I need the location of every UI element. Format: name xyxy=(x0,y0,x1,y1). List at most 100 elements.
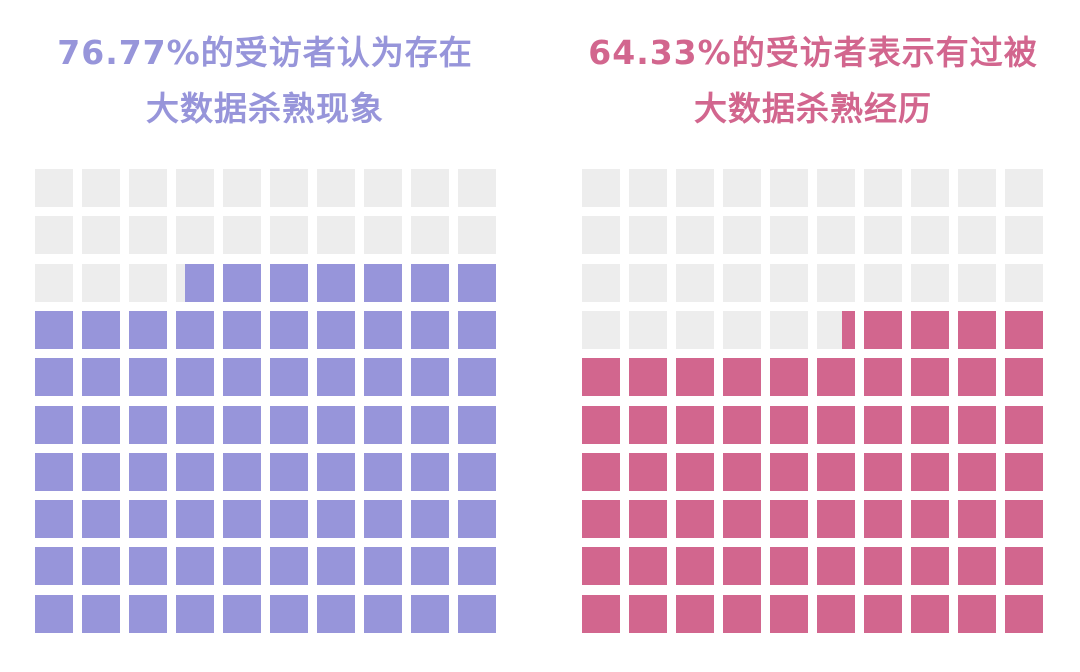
waffle-cell xyxy=(223,594,261,633)
waffle-cell-fill xyxy=(911,310,949,349)
waffle-cell xyxy=(317,358,355,397)
waffle-cell xyxy=(458,500,496,539)
waffle-cell xyxy=(864,594,902,633)
waffle-cell-fill xyxy=(817,358,855,397)
waffle-cell-fill xyxy=(129,452,167,491)
waffle-cell-fill xyxy=(458,358,496,397)
waffle-cell-fill xyxy=(864,358,902,397)
waffle-cell-fill xyxy=(129,594,167,633)
waffle-cell xyxy=(176,594,214,633)
waffle-cell xyxy=(1005,500,1043,539)
waffle-cell-fill xyxy=(676,452,714,491)
waffle-cell-fill xyxy=(629,452,667,491)
waffle-cell xyxy=(317,216,355,255)
waffle-cell xyxy=(82,405,120,444)
waffle-cell-fill xyxy=(958,358,996,397)
waffle-cell-fill xyxy=(176,358,214,397)
waffle-cell xyxy=(582,358,620,397)
waffle-cell-fill xyxy=(864,500,902,539)
waffle-cell-fill xyxy=(676,547,714,586)
waffle-cell xyxy=(82,452,120,491)
waffle-cell xyxy=(270,169,308,207)
waffle-cell-fill xyxy=(364,452,402,491)
waffle-cell-fill xyxy=(223,310,261,349)
waffle-cell xyxy=(223,216,261,255)
waffle-cell xyxy=(129,216,167,255)
waffle-cell xyxy=(676,169,714,207)
waffle-cell xyxy=(770,547,808,586)
waffle-cell-fill xyxy=(911,500,949,539)
waffle-cell xyxy=(864,358,902,397)
waffle-cell xyxy=(676,263,714,302)
waffle-cell xyxy=(223,452,261,491)
waffle-cell-fill xyxy=(458,263,496,302)
waffle-cell xyxy=(35,547,73,586)
waffle-cell xyxy=(723,452,761,491)
waffle-cell-fill xyxy=(629,547,667,586)
waffle-cell xyxy=(82,594,120,633)
waffle-cell-fill xyxy=(676,500,714,539)
waffle-cell xyxy=(723,169,761,207)
waffle-cell-fill xyxy=(770,547,808,586)
waffle-cell xyxy=(364,263,402,302)
waffle-cell xyxy=(770,310,808,349)
waffle-cell-fill xyxy=(1005,547,1043,586)
waffle-cell-fill xyxy=(723,405,761,444)
waffle-cell-fill xyxy=(82,452,120,491)
waffle-cell xyxy=(1005,452,1043,491)
waffle-cell xyxy=(35,405,73,444)
waffle-cell xyxy=(770,452,808,491)
waffle-cell xyxy=(364,452,402,491)
waffle-cell-fill xyxy=(270,500,308,539)
waffle-cell-fill xyxy=(911,452,949,491)
waffle-cell-fill xyxy=(958,310,996,349)
waffle-cell xyxy=(676,310,714,349)
waffle-cell xyxy=(911,452,949,491)
waffle-cell xyxy=(129,594,167,633)
waffle-cell-fill xyxy=(723,358,761,397)
waffle-cell xyxy=(958,310,996,349)
waffle-cell-fill xyxy=(958,594,996,633)
waffle-cell xyxy=(317,594,355,633)
waffle-cell xyxy=(864,547,902,586)
waffle-cell xyxy=(458,594,496,633)
waffle-cell xyxy=(864,500,902,539)
waffle-cell xyxy=(35,500,73,539)
waffle-cell xyxy=(176,358,214,397)
waffle-cell-fill xyxy=(911,594,949,633)
waffle-cell xyxy=(1005,263,1043,302)
waffle-cell xyxy=(129,500,167,539)
waffle-cell xyxy=(582,263,620,302)
waffle-cell xyxy=(364,547,402,586)
waffle-cell-fill xyxy=(723,547,761,586)
waffle-cell xyxy=(82,169,120,207)
waffle-cell xyxy=(411,500,449,539)
waffle-cell xyxy=(317,452,355,491)
waffle-cell xyxy=(770,594,808,633)
waffle-cell xyxy=(582,594,620,633)
waffle-cell-fill xyxy=(864,594,902,633)
waffle-cell xyxy=(582,405,620,444)
waffle-cell-fill xyxy=(364,500,402,539)
waffle-cell xyxy=(223,500,261,539)
waffle-cell xyxy=(223,169,261,207)
waffle-cell xyxy=(1005,310,1043,349)
waffle-cell xyxy=(129,405,167,444)
waffle-cell xyxy=(270,358,308,397)
left-waffle-grid xyxy=(35,169,497,640)
waffle-cell xyxy=(82,358,120,397)
waffle-cell-fill xyxy=(864,452,902,491)
waffle-cell-fill xyxy=(911,405,949,444)
waffle-cell-fill xyxy=(364,310,402,349)
waffle-cell-fill xyxy=(129,547,167,586)
waffle-cell-fill xyxy=(317,500,355,539)
waffle-cell-fill xyxy=(82,310,120,349)
waffle-cell-fill xyxy=(364,358,402,397)
waffle-cell-fill xyxy=(458,452,496,491)
waffle-cell xyxy=(270,594,308,633)
waffle-cell xyxy=(411,547,449,586)
left-title-line2: 大数据杀熟现象 xyxy=(146,89,384,128)
waffle-cell-fill xyxy=(223,500,261,539)
waffle-cell xyxy=(723,358,761,397)
waffle-cell xyxy=(723,310,761,349)
